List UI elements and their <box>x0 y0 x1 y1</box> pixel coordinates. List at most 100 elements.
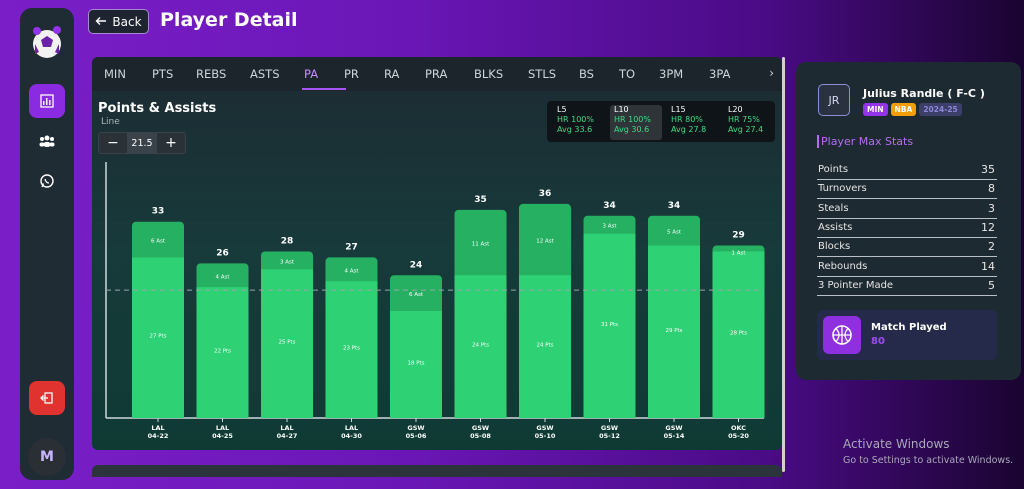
x-tick-team: LAL <box>280 424 293 432</box>
bar-points <box>519 275 571 418</box>
tab-to[interactable]: TO <box>619 67 636 81</box>
back-label: Back <box>112 14 142 29</box>
bar-points <box>583 233 636 418</box>
hit-rate-l10[interactable]: L10 HR 100% Avg 30.6 <box>610 105 662 140</box>
line-value[interactable]: 21.5 <box>127 133 157 153</box>
bar-total-label: 27 <box>345 242 358 252</box>
logout-icon[interactable] <box>29 381 65 415</box>
player-name: Julius Randle ( F-C ) <box>863 87 985 100</box>
x-tick-team: LAL <box>151 424 164 432</box>
hit-rate-avg: Avg 27.4 <box>728 125 764 134</box>
stat-row-blocks: Blocks 2 <box>817 239 997 258</box>
tab-blks[interactable]: BLKS <box>474 67 504 81</box>
hit-rate-avg: Avg 33.6 <box>557 125 593 134</box>
x-tick-team: GSW <box>472 424 489 432</box>
tab-3pm[interactable]: 3PM <box>659 67 684 81</box>
tab-pr[interactable]: PR <box>344 67 359 81</box>
bar-points-label: 18 Pts <box>407 360 424 366</box>
whatsapp-icon[interactable] <box>29 164 65 198</box>
bar-points-label: 29 Pts <box>665 328 682 334</box>
stat-label: Points <box>818 164 849 175</box>
tab-stls[interactable]: STLS <box>528 67 557 81</box>
tab-3pa[interactable]: 3PA <box>709 67 731 81</box>
bar-assist-label: 6 Ast <box>409 292 424 298</box>
hit-rate-l15[interactable]: L15 HR 80% Avg 27.8 <box>667 105 719 140</box>
bar-total-label: 28 <box>281 236 294 246</box>
bar-points <box>648 245 700 418</box>
league-badge: NBA <box>890 103 917 116</box>
hit-rate-hr: HR 75% <box>728 115 760 124</box>
line-stepper: − 21.5 + <box>98 132 186 154</box>
bar-assist-label: 11 Ast <box>472 242 490 248</box>
bar-points-label: 25 Pts <box>278 340 295 346</box>
chart-icon[interactable] <box>29 84 65 118</box>
logo-icon[interactable] <box>27 22 67 62</box>
hit-rate-summary: L5 HR 100% Avg 33.6 L10 HR 100% Avg 30.6 L15 HR… <box>547 101 775 142</box>
stat-row-points: Points 35 <box>817 162 997 180</box>
bar-assists <box>519 203 571 280</box>
bar-assists <box>196 263 249 292</box>
activate-windows-title: Activate Windows <box>843 437 950 451</box>
x-tick-team: GSW <box>601 424 618 432</box>
bar-total-label: 34 <box>668 201 681 211</box>
tab-pra[interactable]: PRA <box>425 67 448 81</box>
tab-min[interactable]: MIN <box>104 67 126 81</box>
bar-points <box>454 275 507 418</box>
bar-points <box>196 287 249 418</box>
hit-rate-label: L20 <box>728 105 743 114</box>
x-tick-date: 05-20 <box>728 432 749 440</box>
hit-rate-hr: HR 100% <box>614 115 651 124</box>
match-played-card: Match Played 80 <box>817 310 997 360</box>
bar-total-label: 35 <box>474 195 487 205</box>
tab-pa[interactable]: PA <box>304 67 319 81</box>
bar-assist-label: 6 Ast <box>151 239 166 245</box>
basketball-icon <box>823 316 861 354</box>
activate-windows-subtitle: Go to Settings to activate Windows. <box>843 455 1014 466</box>
stat-value: 12 <box>981 220 995 234</box>
bar-points <box>712 251 765 418</box>
bar-points-label: 24 Pts <box>536 343 553 349</box>
tab-bs[interactable]: BS <box>579 67 594 81</box>
match-played-label: Match Played <box>871 322 947 333</box>
tab-ra[interactable]: RA <box>384 67 400 81</box>
bar-total-label: 36 <box>539 189 552 199</box>
sidebar: M <box>20 8 74 480</box>
x-tick-team: GSW <box>407 424 424 432</box>
bar-assist-label: 12 Ast <box>536 239 554 245</box>
bar-assists <box>583 215 636 238</box>
season-badge: 2024-25 <box>919 103 962 116</box>
users-icon[interactable] <box>29 124 65 158</box>
back-button[interactable]: Back <box>88 9 149 34</box>
avatar[interactable]: M <box>28 438 66 476</box>
hit-rate-hr: HR 100% <box>557 115 594 124</box>
tab-rebs[interactable]: REBS <box>196 67 227 81</box>
x-tick-date: 05-12 <box>599 432 620 440</box>
stat-row-3-pointer-made: 3 Pointer Made 5 <box>817 278 997 296</box>
stat-value: 14 <box>981 259 995 273</box>
bar-total-label: 34 <box>603 201 616 211</box>
bar-assist-label: 1 Ast <box>731 251 746 257</box>
x-tick-team: GSW <box>536 424 553 432</box>
tab-asts[interactable]: ASTS <box>250 67 280 81</box>
minus-button[interactable]: − <box>107 135 119 151</box>
tab-pts[interactable]: PTS <box>152 67 174 81</box>
x-tick-date: 05-06 <box>406 432 427 440</box>
stat-label: Rebounds <box>818 260 868 272</box>
player-avatar: JR <box>818 84 850 116</box>
x-tick-team: OKC <box>731 424 746 432</box>
chevron-right-icon[interactable]: › <box>769 66 774 80</box>
stat-row-rebounds: Rebounds 14 <box>817 259 997 277</box>
bar-points-label: 22 Pts <box>214 349 231 355</box>
hit-rate-avg: Avg 30.6 <box>614 125 650 134</box>
stat-value: 5 <box>988 278 995 292</box>
plus-button[interactable]: + <box>165 135 177 151</box>
hit-rate-l20[interactable]: L20 HR 75% Avg 27.4 <box>724 105 776 140</box>
hit-rate-l5[interactable]: L5 HR 100% Avg 33.6 <box>553 105 605 140</box>
stat-value: 8 <box>988 182 995 196</box>
stat-value: 35 <box>981 163 995 176</box>
line-label: Line <box>101 117 120 127</box>
hit-rate-avg: Avg 27.8 <box>671 125 707 134</box>
stat-row-steals: Steals 3 <box>817 201 997 219</box>
stat-label: Turnovers <box>818 183 867 195</box>
scrollbar[interactable] <box>782 57 785 472</box>
